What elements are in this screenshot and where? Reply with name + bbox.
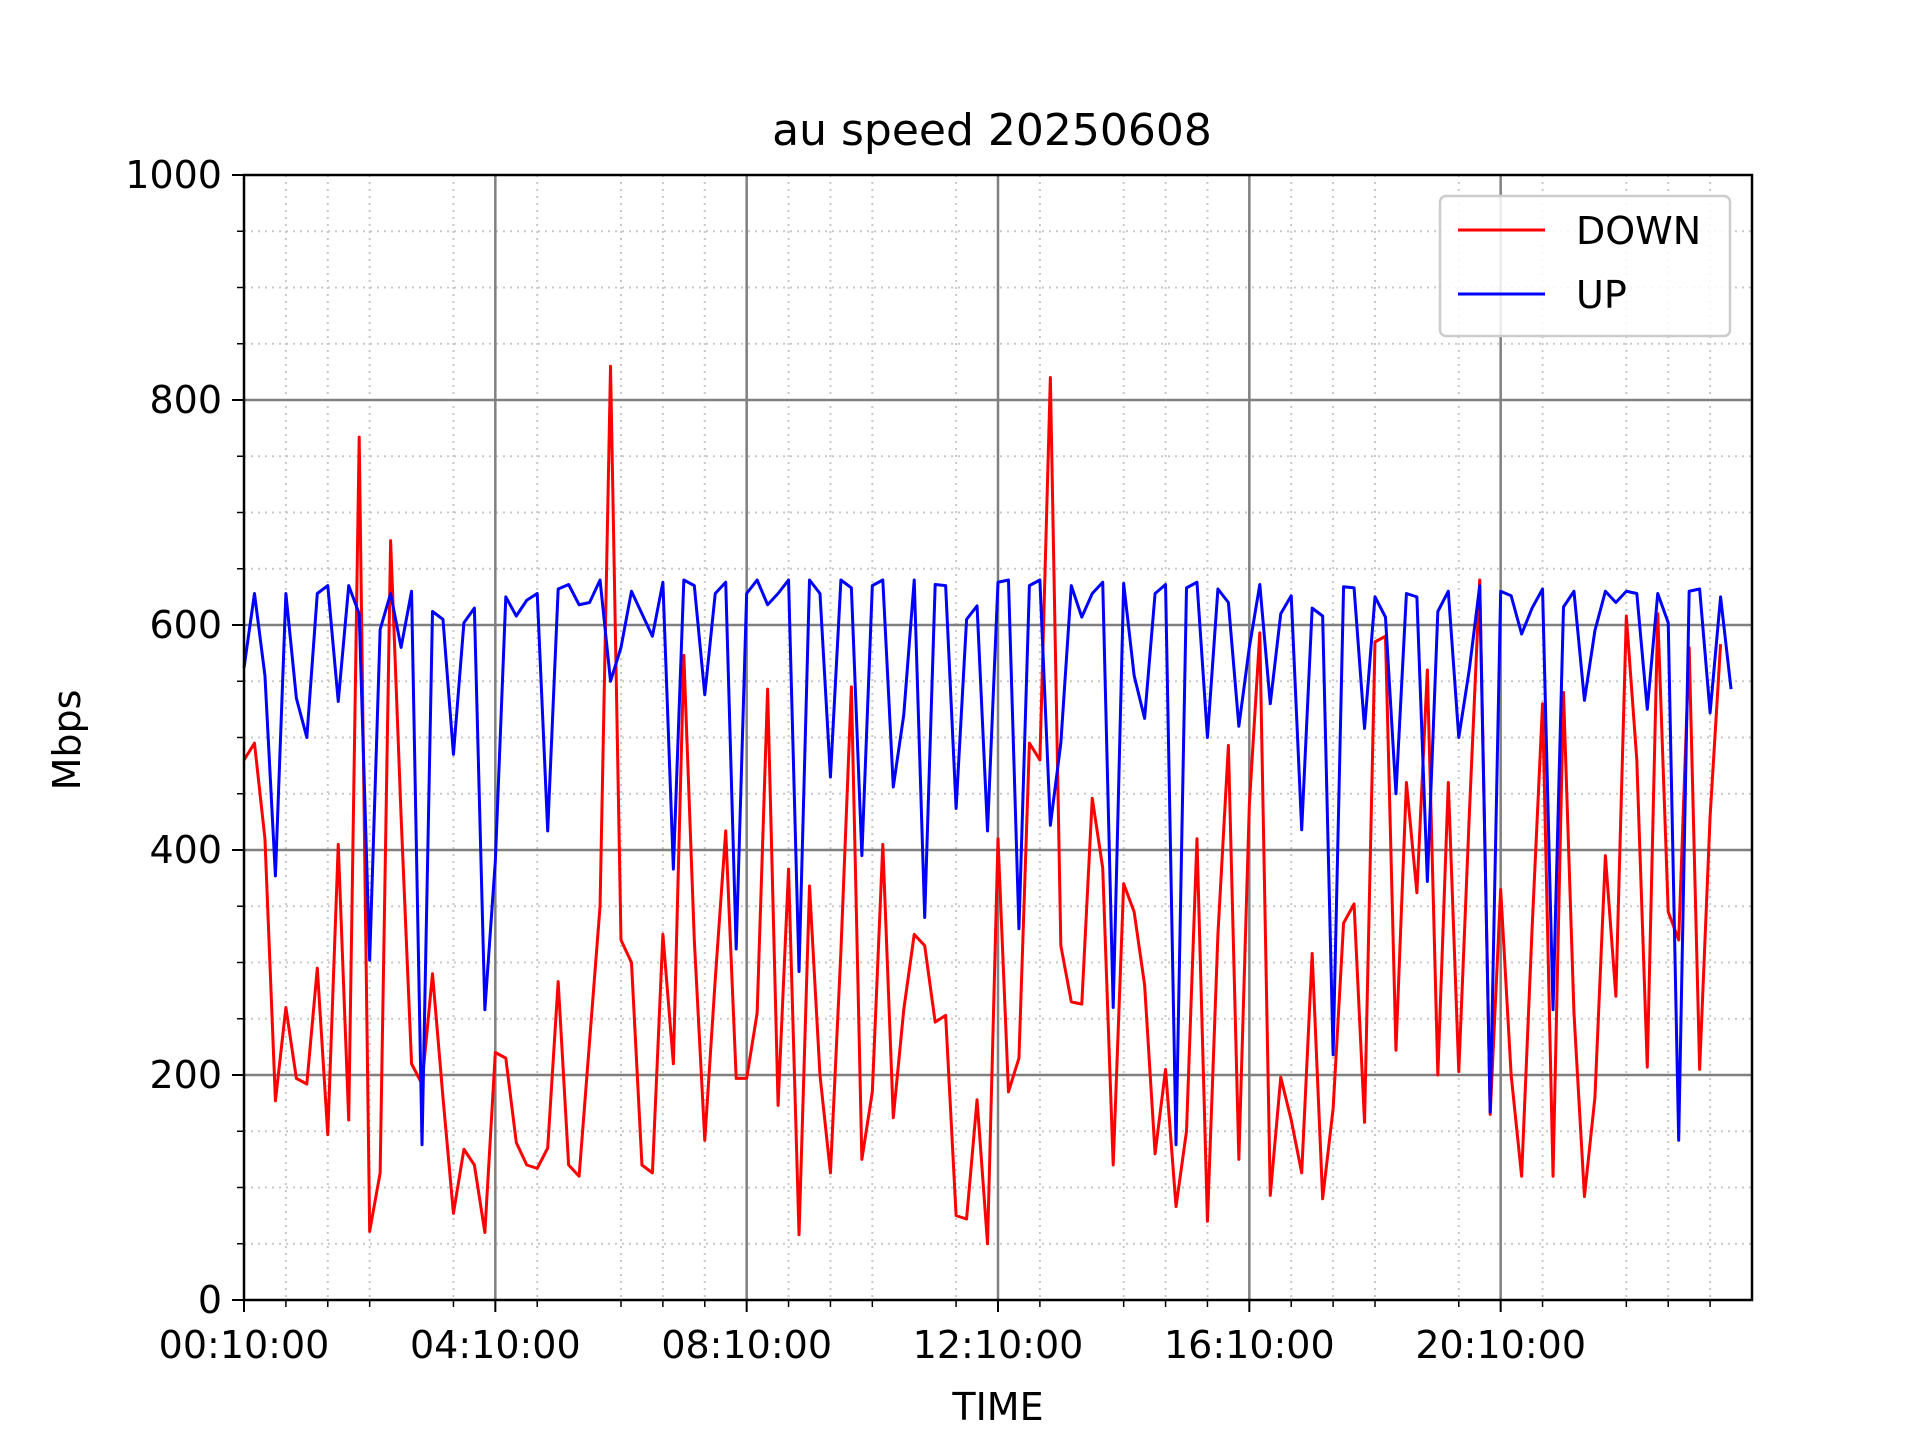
y-tick-label: 0: [198, 1278, 222, 1322]
series-layer: [242, 364, 1733, 1246]
y-tick-label: 600: [149, 603, 222, 647]
x-axis-label: TIME: [951, 1385, 1043, 1429]
axis-ticks: [232, 174, 1711, 1312]
x-tick-label: 08:10:00: [661, 1323, 832, 1367]
x-tick-label: 04:10:00: [410, 1323, 581, 1367]
x-tick-label: 00:10:00: [159, 1323, 330, 1367]
x-tick-label: 16:10:00: [1164, 1323, 1335, 1367]
x-tick-label: 20:10:00: [1415, 1323, 1586, 1367]
y-tick-label: 200: [149, 1053, 222, 1097]
legend-down-label: DOWN: [1576, 209, 1701, 253]
y-tick-label: 800: [149, 378, 222, 422]
legend-up-label: UP: [1576, 273, 1627, 317]
series-line-up: [242, 578, 1733, 1147]
series-line-down: [242, 364, 1723, 1246]
chart-title: au speed 20250608: [772, 105, 1212, 156]
y-tick-labels: 0 200 400 600 800 1000: [125, 153, 222, 1322]
x-tick-labels: 00:10:00 04:10:00 08:10:00 12:10:00 16:10:00…: [159, 1323, 1586, 1367]
legend: DOWN UP: [1438, 194, 1732, 338]
y-axis-label: Mbps: [45, 690, 89, 791]
y-tick-label: 1000: [125, 153, 222, 197]
x-tick-label: 12:10:00: [913, 1323, 1084, 1367]
y-tick-label: 400: [149, 828, 222, 872]
